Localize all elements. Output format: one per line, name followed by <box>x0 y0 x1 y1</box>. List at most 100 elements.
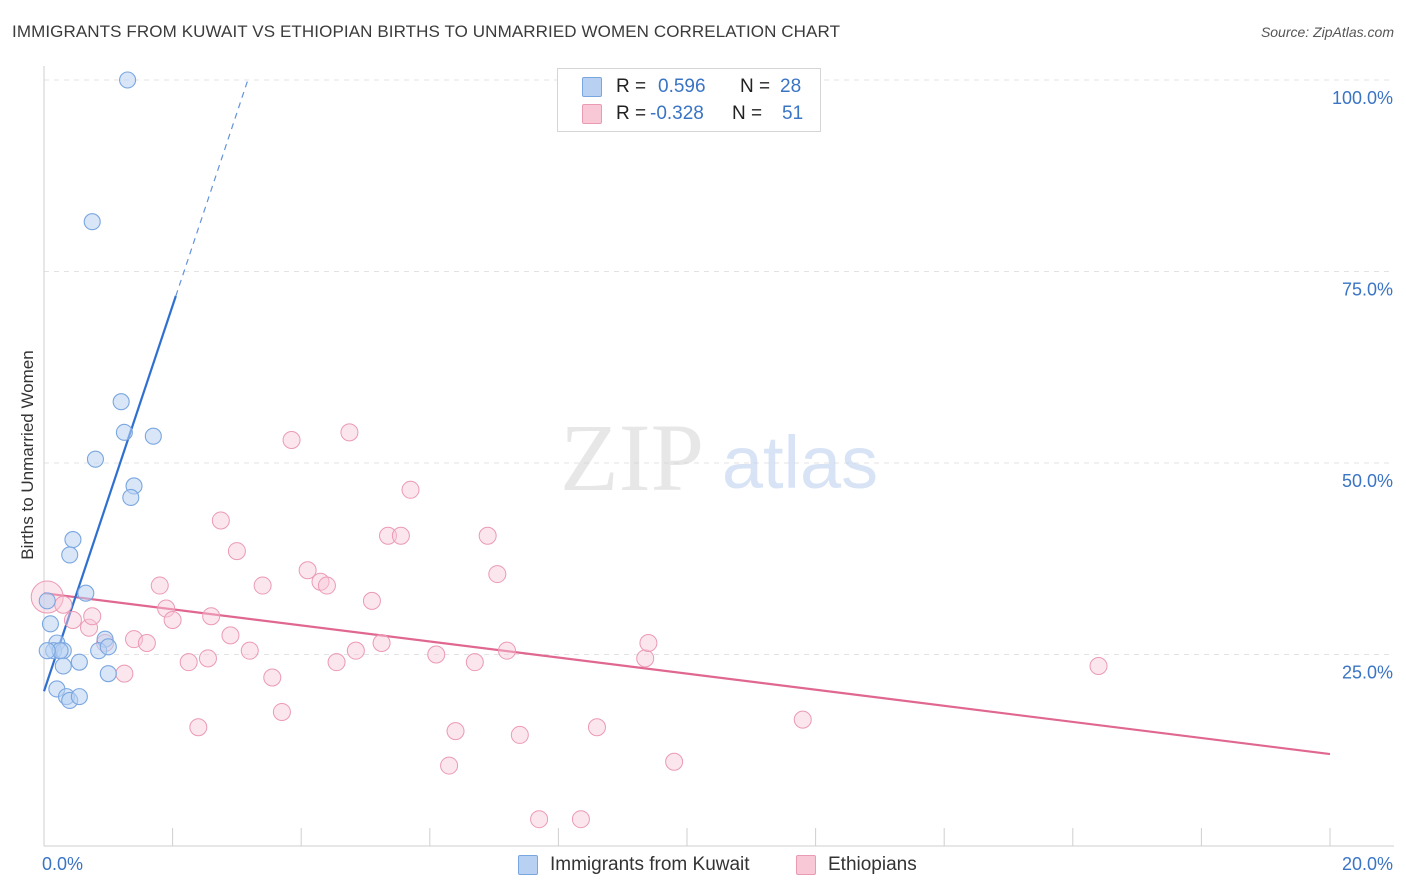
ethiopians-point <box>362 591 381 610</box>
n-value: 28 <box>780 76 802 97</box>
kuwait-point <box>38 642 56 660</box>
kuwait-point <box>86 450 104 468</box>
kuwait-point <box>77 584 95 602</box>
ethiopians-point <box>157 599 176 618</box>
ethiopians-point <box>202 607 221 626</box>
axes <box>43 66 1394 847</box>
y-tick-label: 25.0% <box>1342 663 1393 683</box>
x-tick-label: 20.0% <box>1342 854 1393 874</box>
kuwait-swatch <box>582 77 602 97</box>
ethiopians-point <box>346 641 365 660</box>
ethiopians-point <box>54 595 73 614</box>
y-tick-label: 100.0% <box>1332 88 1393 108</box>
y-axis-label: Births to Unmarried Women <box>18 350 37 560</box>
ethiopians-point <box>440 756 459 775</box>
kuwait-point <box>112 393 130 411</box>
ethiopians-legend-swatch <box>796 855 816 875</box>
ethiopians-point <box>211 511 230 530</box>
ethiopians-point <box>446 722 465 741</box>
kuwait-legend-label: Immigrants from Kuwait <box>550 854 750 875</box>
ethiopians-point <box>391 526 410 545</box>
watermark: ZIP atlas <box>560 404 878 511</box>
ethiopians-point <box>253 576 272 595</box>
ethiopians-point <box>327 653 346 672</box>
ethiopians-point <box>530 810 549 829</box>
ethiopians-point <box>497 641 516 660</box>
data-points <box>30 71 1108 829</box>
ethiopians-point <box>198 649 217 668</box>
ethiopians-point <box>221 626 240 645</box>
ethiopians-point <box>340 423 359 442</box>
chart-title: IMMIGRANTS FROM KUWAIT VS ETHIOPIAN BIRT… <box>12 22 841 41</box>
ethiopians-point <box>227 542 246 561</box>
ethiopians-point <box>317 576 336 595</box>
ethiopians-point <box>282 431 301 450</box>
ethiopians-point <box>150 576 169 595</box>
ethiopians-point <box>665 752 684 771</box>
y-tick-label: 50.0% <box>1342 471 1393 491</box>
r-label: R = <box>616 76 647 97</box>
ethiopians-point <box>379 526 398 545</box>
ethiopians-point <box>465 653 484 672</box>
kuwait-point <box>83 213 101 231</box>
kuwait-point <box>54 657 72 675</box>
legend-item-kuwait: Immigrants from Kuwait <box>518 852 750 878</box>
n-label: N = <box>740 76 771 97</box>
x-tick-labels: 0.0% 20.0% <box>42 854 1393 874</box>
kuwait-point <box>99 665 117 683</box>
kuwait-point <box>70 688 88 706</box>
legend-row-kuwait: R = 0.596 N = 28 <box>582 74 801 100</box>
ethiopians-point <box>272 702 291 721</box>
ethiopians-point <box>587 718 606 737</box>
x-tick-label: 0.0% <box>42 854 83 874</box>
ethiopians-point <box>189 718 208 737</box>
kuwait-point <box>144 427 162 445</box>
n-label: N = <box>732 103 763 124</box>
kuwait-trend-line <box>42 295 177 692</box>
ethiopians-point <box>372 634 391 653</box>
watermark-atlas: atlas <box>722 421 878 504</box>
ethiopians-point <box>137 634 156 653</box>
legend-row-ethiopians: R = -0.328 N = 51 <box>582 101 803 127</box>
ethiopians-point <box>179 653 198 672</box>
kuwait-point <box>115 423 133 441</box>
ethiopians-point <box>639 634 658 653</box>
ethiopians-legend-label: Ethiopians <box>828 854 917 875</box>
ethiopians-point <box>115 664 134 683</box>
ethiopians-point <box>63 611 82 630</box>
kuwait-legend-swatch <box>518 855 538 875</box>
kuwait-point <box>99 638 117 656</box>
ethiopians-point <box>510 725 529 744</box>
ethiopians-point <box>478 526 497 545</box>
kuwait-point <box>38 592 56 610</box>
r-value: 0.596 <box>658 76 706 97</box>
ethiopians-point <box>488 565 507 584</box>
stats-legend: R = 0.596 N = 28 R = -0.328 N = 51 <box>557 68 821 132</box>
y-tick-labels: 25.0% 50.0% 75.0% 100.0% <box>1332 88 1393 683</box>
ethiopians-point <box>571 810 590 829</box>
kuwait-point <box>119 71 137 89</box>
ethiopians-point <box>83 607 102 626</box>
kuwait-point <box>70 653 88 671</box>
ethiopians-point <box>401 480 420 499</box>
grid-lines <box>44 79 1394 655</box>
ethiopians-point <box>636 649 655 668</box>
ethiopians-point <box>163 611 182 630</box>
kuwait-point <box>64 531 82 549</box>
source-label: Source: ZipAtlas.com <box>1260 24 1394 40</box>
ethiopians-point <box>1089 656 1108 675</box>
kuwait-trend-extension <box>175 79 249 297</box>
ethiopians-point <box>263 668 282 687</box>
n-value: 51 <box>782 103 804 124</box>
ethiopians-point <box>240 641 259 660</box>
ethiopians-point <box>793 710 812 729</box>
kuwait-point <box>122 488 140 507</box>
r-label: R = <box>616 103 647 124</box>
ethiopians-point <box>427 645 446 664</box>
ethiopians-trend-line <box>43 592 1331 756</box>
kuwait-point <box>41 615 59 633</box>
r-value: -0.328 <box>650 103 704 124</box>
legend-item-ethiopians: Ethiopians <box>796 852 917 878</box>
ethiopians-point <box>80 618 99 637</box>
